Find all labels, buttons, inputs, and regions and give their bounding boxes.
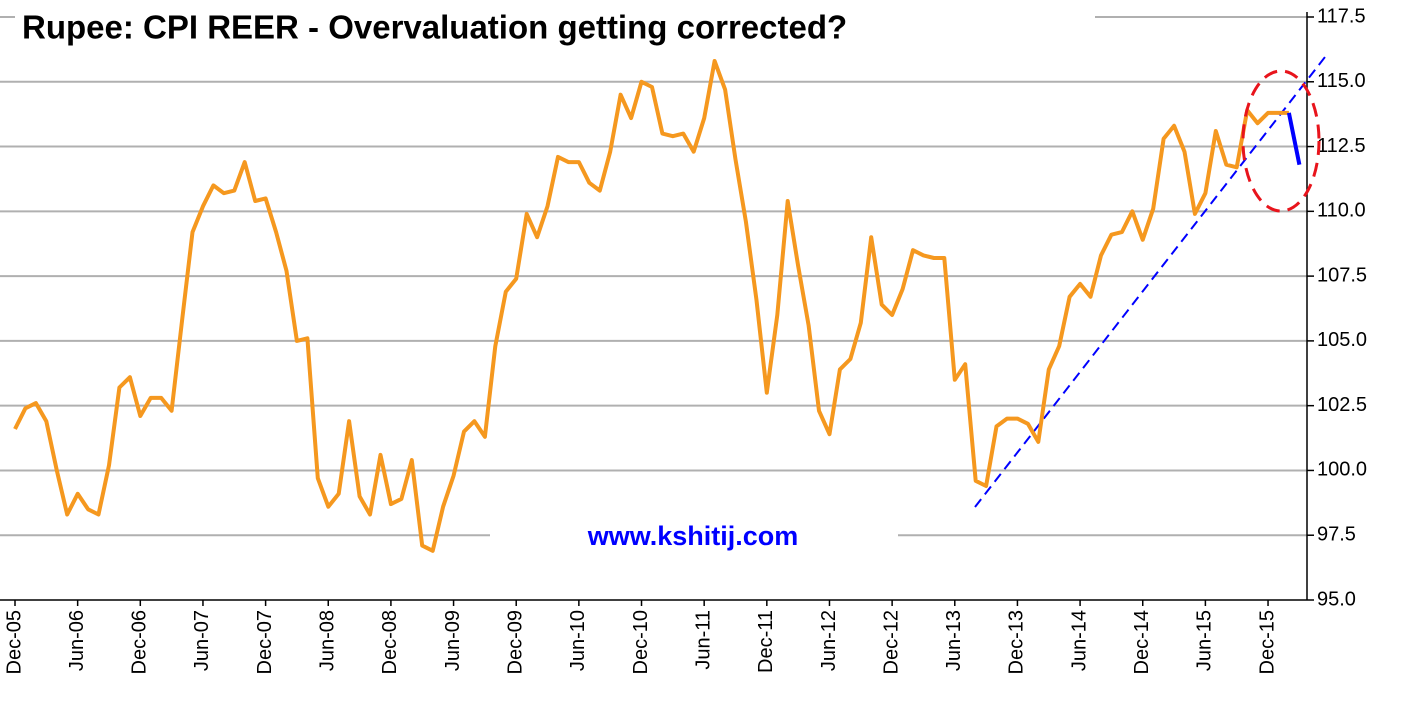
x-tick-label: Jun-10 xyxy=(567,610,589,671)
y-tick-label: 117.5 xyxy=(1317,5,1366,27)
trend-line xyxy=(974,56,1326,508)
x-tick-label: Dec-12 xyxy=(880,610,902,674)
x-tick-label: Dec-13 xyxy=(1006,610,1028,674)
x-tick-label: Jun-15 xyxy=(1194,610,1216,671)
x-tick-label: Dec-08 xyxy=(379,610,401,674)
x-tick-label: Dec-15 xyxy=(1256,610,1278,674)
x-tick-label: Jun-08 xyxy=(317,610,339,671)
y-tick-label: 110.0 xyxy=(1317,200,1366,222)
chart-title: Rupee: CPI REER - Overvaluation getting … xyxy=(22,9,847,46)
title-background xyxy=(15,0,1095,50)
data-line xyxy=(1286,112,1302,166)
x-tick-label: Jun-13 xyxy=(943,610,965,671)
x-tick-label: Dec-10 xyxy=(630,610,652,674)
x-tick-label: Dec-11 xyxy=(755,610,777,673)
plot xyxy=(13,59,1302,553)
data-line xyxy=(13,59,1289,553)
x-tick-label: Dec-14 xyxy=(1131,610,1153,674)
x-tick-label: Dec-06 xyxy=(129,610,151,674)
y-tick-label: 102.5 xyxy=(1317,394,1367,416)
x-tick-label: Jun-09 xyxy=(442,610,464,671)
x-tick-label: Jun-12 xyxy=(818,610,840,671)
x-tick-label: Jun-11 xyxy=(692,610,714,670)
highlight-ellipse xyxy=(1241,69,1321,213)
y-tick-label: 112.5 xyxy=(1317,135,1366,157)
annotation-background xyxy=(490,512,898,564)
x-tick-label: Dec-07 xyxy=(254,610,276,674)
x-tick-label: Jun-14 xyxy=(1068,610,1090,671)
y-tick-label: 115.0 xyxy=(1317,70,1366,92)
y-tick-label: 105.0 xyxy=(1317,329,1367,351)
y-tick-label: 107.5 xyxy=(1317,264,1367,286)
grid: 95.0 97.5 100.0 102.5 105.0 107.5 110.0 112.5 11… xyxy=(0,5,1367,674)
y-tick-label: 100.0 xyxy=(1317,459,1367,481)
x-tick-label: Dec-05 xyxy=(3,610,25,674)
y-tick-label: 95.0 xyxy=(1317,588,1356,610)
watermark: www.kshitij.com xyxy=(587,521,799,551)
x-tick-label: Jun-07 xyxy=(191,610,213,671)
y-tick-label: 97.5 xyxy=(1317,524,1356,546)
x-tick-label: Dec-09 xyxy=(504,610,526,674)
x-tick-label: Jun-06 xyxy=(66,610,88,671)
